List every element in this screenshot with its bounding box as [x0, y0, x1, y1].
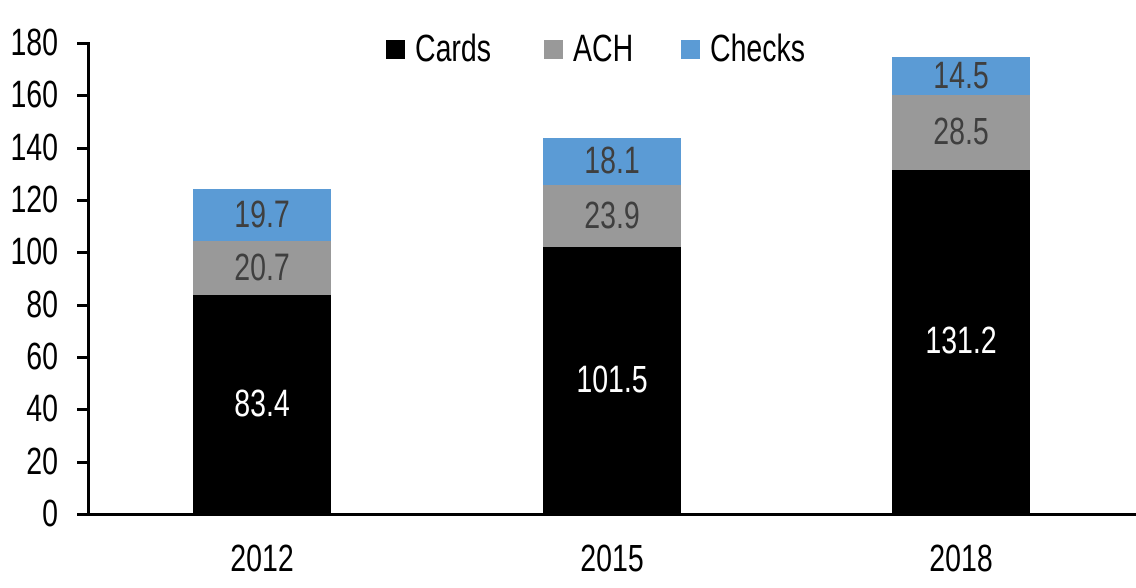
y-tick-label: 160	[10, 74, 58, 117]
legend-marker-icon	[385, 39, 405, 59]
bar-value-label: 23.9	[583, 195, 640, 238]
bar-segment-cards	[542, 247, 681, 513]
y-axis-tick	[77, 460, 87, 464]
bar-value-label: 14.5	[933, 55, 989, 98]
legend-label: ACH	[573, 28, 634, 70]
legend-item-ach: ACH	[544, 30, 653, 68]
bar-segment-ach	[892, 95, 1031, 170]
bar-segment-ach	[542, 184, 681, 248]
y-tick-label: 40	[26, 388, 58, 431]
y-axis-tick	[77, 251, 87, 255]
legend: Cards ACH Checks	[87, 26, 1136, 72]
bar-value-label: 101.5	[575, 359, 648, 402]
bar-segment-checks	[542, 137, 681, 185]
bar-segment-ach	[192, 240, 331, 295]
x-category-label: 2015	[579, 538, 644, 580]
x-category-label: 2012	[230, 538, 294, 580]
legend-item-cards: Cards	[385, 28, 516, 70]
y-tick-label: 120	[10, 179, 58, 221]
y-axis-line	[87, 42, 90, 516]
y-tick-label: 180	[10, 22, 58, 64]
y-axis-tick	[77, 356, 87, 359]
y-tick-label: 20	[26, 440, 58, 483]
y-axis-tick	[77, 303, 87, 307]
legend-label: Cards	[414, 28, 491, 70]
y-tick-label: 100	[10, 231, 58, 274]
y-axis-tick	[77, 199, 87, 202]
x-category-label: 2018	[929, 538, 993, 580]
y-tick-label: 80	[26, 283, 58, 326]
bar-value-label: 20.7	[234, 246, 290, 289]
y-tick-label: 60	[26, 336, 58, 378]
legend-item-checks: Checks	[681, 30, 837, 68]
bar-segment-cards	[192, 294, 331, 513]
x-axis-line	[77, 513, 1136, 516]
bar-value-label: 131.2	[925, 320, 997, 363]
bar-segment-cards	[892, 169, 1031, 513]
legend-label: Checks	[710, 28, 806, 70]
y-axis-tick	[77, 42, 87, 45]
bar-segment-checks	[892, 57, 1031, 96]
bar-value-label: 28.5	[933, 111, 989, 154]
y-tick-label: 140	[10, 126, 58, 169]
bar-value-label: 18.1	[583, 140, 640, 183]
bar-value-label: 19.7	[234, 193, 290, 236]
legend-marker-icon	[544, 39, 564, 59]
y-axis-tick	[77, 408, 87, 412]
y-axis-tick	[77, 146, 87, 150]
bar-value-label: 83.4	[234, 382, 290, 425]
y-axis-tick	[77, 94, 87, 98]
legend-marker-icon	[681, 39, 701, 59]
bar-segment-checks	[192, 189, 331, 241]
y-tick-label: 0	[42, 493, 58, 535]
